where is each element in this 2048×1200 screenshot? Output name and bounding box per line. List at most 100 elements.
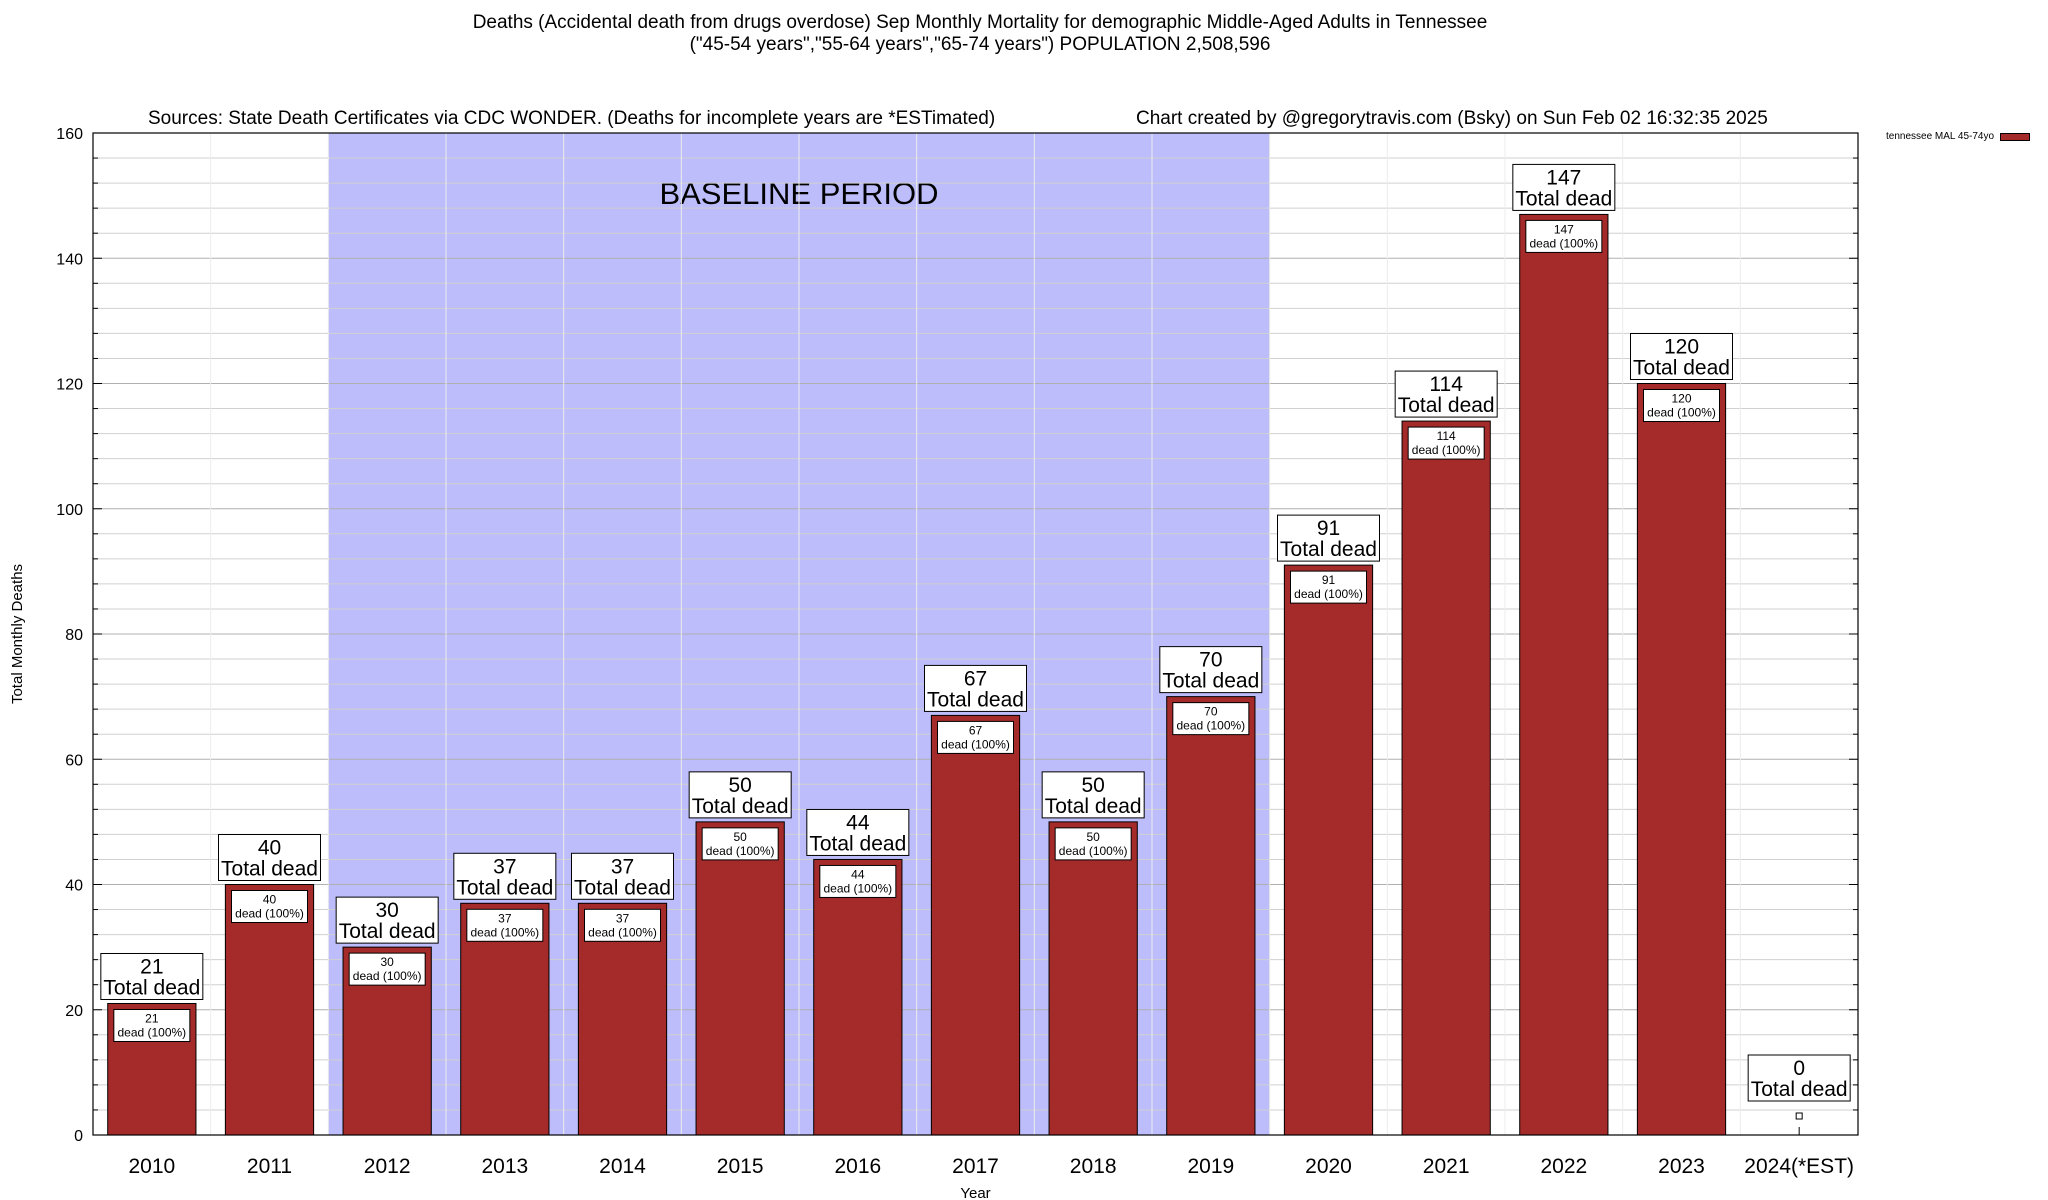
y-axis-label: Total Monthly Deaths xyxy=(9,564,26,704)
top-value-label: 50 xyxy=(1081,774,1104,797)
top-value-label: 37 xyxy=(493,855,516,878)
top-suffix-label: Total dead xyxy=(1515,187,1612,210)
bar xyxy=(930,714,1021,1136)
inner-label-box xyxy=(937,720,1014,754)
x-tick-label: 2011 xyxy=(247,1155,292,1178)
top-label-box xyxy=(1747,1054,1851,1102)
plot-border xyxy=(92,132,1859,1136)
x-tick-label: 2021 xyxy=(1423,1155,1470,1178)
x-tick-label: 2019 xyxy=(1187,1155,1234,1178)
inner-value-label: 50 xyxy=(1086,830,1100,844)
chart-subtitle: ("45-54 years","55-64 years","65-74 year… xyxy=(689,34,1271,55)
x-tick-label: 2015 xyxy=(717,1155,764,1178)
inner-label-box xyxy=(1054,827,1132,861)
top-value-label: 114 xyxy=(1429,373,1463,396)
legend: tennessee MAL 45-74yo xyxy=(1886,131,2031,142)
top-label-box xyxy=(453,852,557,900)
top-suffix-label: Total dead xyxy=(221,858,318,881)
inner-value-label: 44 xyxy=(851,867,865,881)
inner-suffix-label: dead (100%) xyxy=(1529,236,1598,250)
top-suffix-label: Total dead xyxy=(456,876,553,899)
top-label-box xyxy=(688,771,792,819)
x-tick-label: 2022 xyxy=(1540,1155,1587,1178)
chart-title: Deaths (Accidental death from drugs over… xyxy=(472,12,1488,33)
y-tick-label: 100 xyxy=(56,502,83,519)
inner-value-label: 37 xyxy=(616,911,630,925)
bar xyxy=(1519,213,1609,1136)
x-tick-label: 2014 xyxy=(599,1155,646,1178)
top-value-label: 120 xyxy=(1664,336,1699,359)
top-label-box xyxy=(806,808,910,856)
inner-suffix-label: dead (100%) xyxy=(588,925,657,939)
zero-marker xyxy=(1795,1112,1803,1120)
x-tick-label: 2012 xyxy=(364,1155,411,1178)
bar xyxy=(1401,420,1491,1136)
inner-suffix-label: dead (100%) xyxy=(706,844,775,858)
inner-suffix-label: dead (100%) xyxy=(117,1025,186,1039)
inner-value-label: 114 xyxy=(1437,429,1456,443)
top-label-box xyxy=(335,896,439,944)
top-label-box xyxy=(218,834,321,881)
top-suffix-label: Total dead xyxy=(809,832,906,855)
top-value-label: 44 xyxy=(846,811,870,834)
inner-value-label: 70 xyxy=(1204,705,1218,719)
inner-suffix-label: dead (100%) xyxy=(353,969,422,983)
inner-suffix-label: dead (100%) xyxy=(1412,443,1481,457)
x-tick-label: 2017 xyxy=(952,1155,999,1178)
inner-value-label: 37 xyxy=(498,911,512,925)
top-label-box xyxy=(571,852,674,900)
inner-label-box xyxy=(348,952,426,986)
top-suffix-label: Total dead xyxy=(339,920,436,943)
y-tick-label: 140 xyxy=(56,251,83,268)
top-value-label: 147 xyxy=(1546,166,1581,189)
inner-value-label: 120 xyxy=(1671,392,1691,406)
top-value-label: 40 xyxy=(258,837,281,860)
inner-value-label: 91 xyxy=(1322,573,1336,587)
y-tick-label: 20 xyxy=(65,1003,83,1020)
inner-suffix-label: dead (100%) xyxy=(1176,719,1245,733)
inner-suffix-label: dead (100%) xyxy=(941,737,1010,751)
y-tick-label: 40 xyxy=(65,878,83,895)
inner-label-box xyxy=(231,890,308,923)
inner-label-box xyxy=(1290,570,1367,604)
y-tick-label: 80 xyxy=(65,627,83,644)
x-tick-label: 2016 xyxy=(834,1155,881,1178)
top-label-box xyxy=(1277,514,1380,562)
inner-suffix-label: dead (100%) xyxy=(1647,406,1716,420)
inner-value-label: 67 xyxy=(969,723,983,737)
bar xyxy=(1636,383,1727,1136)
top-value-label: 21 xyxy=(140,955,163,978)
top-label-box xyxy=(924,664,1027,712)
inner-label-box xyxy=(1407,426,1485,460)
y-tick-label: 0 xyxy=(74,1128,83,1145)
bar xyxy=(1283,564,1374,1136)
y-tick-label: 120 xyxy=(56,377,83,394)
bar xyxy=(813,858,903,1136)
inner-label-box xyxy=(113,1008,191,1042)
inner-value-label: 147 xyxy=(1554,222,1574,236)
top-suffix-label: Total dead xyxy=(1633,357,1730,380)
top-suffix-label: Total dead xyxy=(927,688,1024,711)
top-label-box xyxy=(100,952,204,1000)
inner-suffix-label: dead (100%) xyxy=(235,907,304,921)
top-suffix-label: Total dead xyxy=(1280,538,1377,561)
top-label-box xyxy=(1512,163,1616,211)
top-value-label: 50 xyxy=(728,774,751,797)
inner-label-box xyxy=(1172,702,1250,736)
inner-label-box xyxy=(819,864,897,898)
inner-value-label: 50 xyxy=(733,830,747,844)
y-tick-label: 60 xyxy=(65,752,83,769)
top-label-box xyxy=(1041,771,1145,819)
x-tick-label: 2018 xyxy=(1070,1155,1117,1178)
x-axis-label: Year xyxy=(960,1185,990,1200)
bar xyxy=(460,902,550,1136)
chart-sources-line: Sources: State Death Certificates via CD… xyxy=(0,54,2048,129)
sources-text: Sources: State Death Certificates via CD… xyxy=(148,108,996,129)
inner-label-box xyxy=(584,908,661,942)
x-tick-label: 2010 xyxy=(128,1155,175,1178)
top-suffix-label: Total dead xyxy=(1751,1078,1848,1101)
top-suffix-label: Total dead xyxy=(1398,394,1495,417)
y-tick-label: 160 xyxy=(56,126,83,143)
chart-title-block: Deaths (Accidental death from drugs over… xyxy=(0,12,1960,56)
